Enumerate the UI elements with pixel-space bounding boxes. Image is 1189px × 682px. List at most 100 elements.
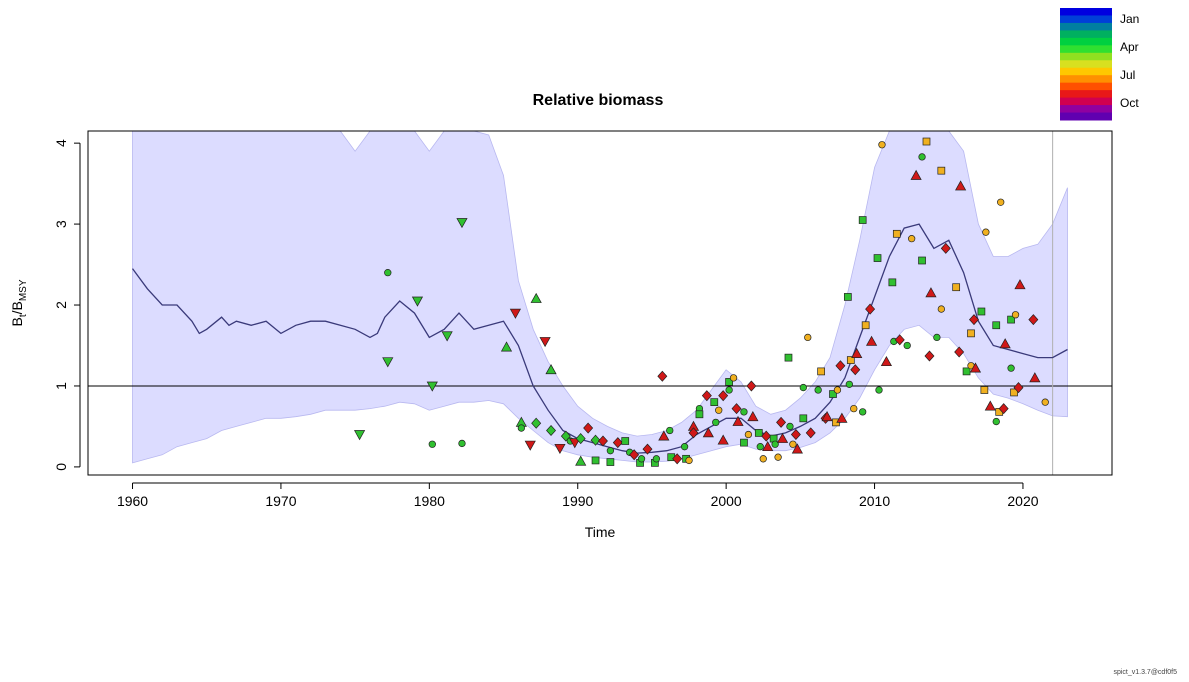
observation-point [1028, 314, 1039, 326]
observation-point [873, 254, 882, 262]
observation-point [517, 424, 525, 432]
legend-label: Jan [1120, 12, 1139, 26]
observation-point [685, 456, 693, 465]
observation-point [759, 455, 767, 463]
observation-point [756, 443, 764, 451]
observation-point [762, 440, 774, 452]
observation-point [861, 321, 870, 330]
observation-point [710, 398, 719, 407]
observation-point [746, 380, 757, 392]
observation-point [814, 386, 822, 394]
observation-point [952, 283, 961, 292]
x-tick-label: 1960 [117, 493, 148, 509]
observation-point [771, 440, 779, 448]
observation-point [1007, 315, 1015, 324]
observation-point [717, 434, 729, 445]
observation-point [967, 329, 975, 338]
observation-point [732, 415, 744, 426]
observation-point [850, 364, 861, 376]
observation-point [865, 303, 876, 315]
observation-point [575, 433, 586, 445]
legend-swatch [1060, 90, 1112, 99]
observation-point [859, 408, 867, 416]
observation-point [702, 427, 714, 438]
observation-point [999, 338, 1011, 349]
observation-point [426, 381, 438, 392]
observation-point [701, 390, 712, 402]
observation-point [799, 414, 808, 423]
observation-point [747, 411, 759, 422]
observation-point [411, 296, 424, 307]
observation-point [575, 455, 587, 466]
observation-point [1041, 398, 1049, 406]
plot-frame [87, 130, 1113, 476]
observation-point [997, 198, 1005, 206]
observation-point [1014, 279, 1026, 290]
legend-swatch [1060, 15, 1112, 24]
x-axis-label: Time [585, 524, 616, 540]
observation-point [382, 357, 394, 368]
observation-point [992, 417, 1000, 426]
observation-point [774, 453, 782, 461]
y-tick-label: 4 [53, 139, 69, 147]
observation-point [858, 216, 867, 224]
observation-point [865, 335, 878, 346]
legend-swatch [1060, 112, 1112, 121]
observation-point [621, 437, 630, 445]
legend-label: Apr [1120, 40, 1139, 54]
legend-swatch [1060, 97, 1112, 106]
observation-point [725, 386, 733, 394]
y-tick-label: 2 [53, 301, 69, 309]
observation-point [791, 443, 803, 454]
observation-point [384, 268, 392, 277]
observation-point [1007, 364, 1015, 372]
observation-point [672, 453, 683, 465]
x-tick-label: 1980 [414, 493, 445, 509]
observation-point [851, 347, 863, 358]
legend-label: Oct [1120, 96, 1139, 110]
observation-point [821, 411, 833, 422]
observation-point [569, 438, 581, 449]
observation-point [998, 403, 1009, 415]
legend-swatch [1060, 8, 1112, 16]
legend-swatch [1060, 82, 1112, 91]
observation-point [591, 456, 600, 465]
observation-point [799, 383, 807, 392]
y-axis-label: Bt/BMSY [9, 279, 29, 326]
observation-point [918, 256, 926, 265]
observation-point [992, 321, 1001, 330]
observation-point [509, 308, 522, 319]
observation-point [903, 341, 911, 350]
observation-point [715, 406, 723, 414]
x-tick-label: 1990 [562, 493, 593, 509]
legend-swatch [1060, 60, 1112, 69]
observation-point [729, 374, 738, 382]
observation-point [922, 137, 931, 146]
observation-point [740, 408, 748, 416]
legend-swatch [1060, 30, 1112, 39]
y-tick-label: 1 [53, 382, 69, 390]
observation-point [835, 360, 846, 372]
observation-point [740, 438, 748, 447]
y-tick-label: 0 [53, 463, 69, 471]
observation-point [937, 166, 946, 175]
observation-point [731, 403, 742, 415]
observation-point [937, 305, 945, 313]
observation-point [805, 427, 816, 439]
observation-point [789, 440, 797, 448]
observation-point [695, 410, 704, 419]
chart-title: Relative biomass [533, 92, 664, 109]
observation-point [836, 412, 848, 423]
observation-point [776, 432, 789, 443]
observation-point [1011, 311, 1020, 319]
observation-point [524, 440, 536, 451]
observation-point [531, 417, 542, 429]
observation-point [458, 439, 466, 448]
observation-point [545, 364, 557, 375]
observation-point [933, 333, 941, 342]
observation-point [658, 430, 670, 441]
observation-point [718, 390, 729, 402]
observation-point [888, 278, 897, 287]
observation-point [1029, 372, 1041, 383]
